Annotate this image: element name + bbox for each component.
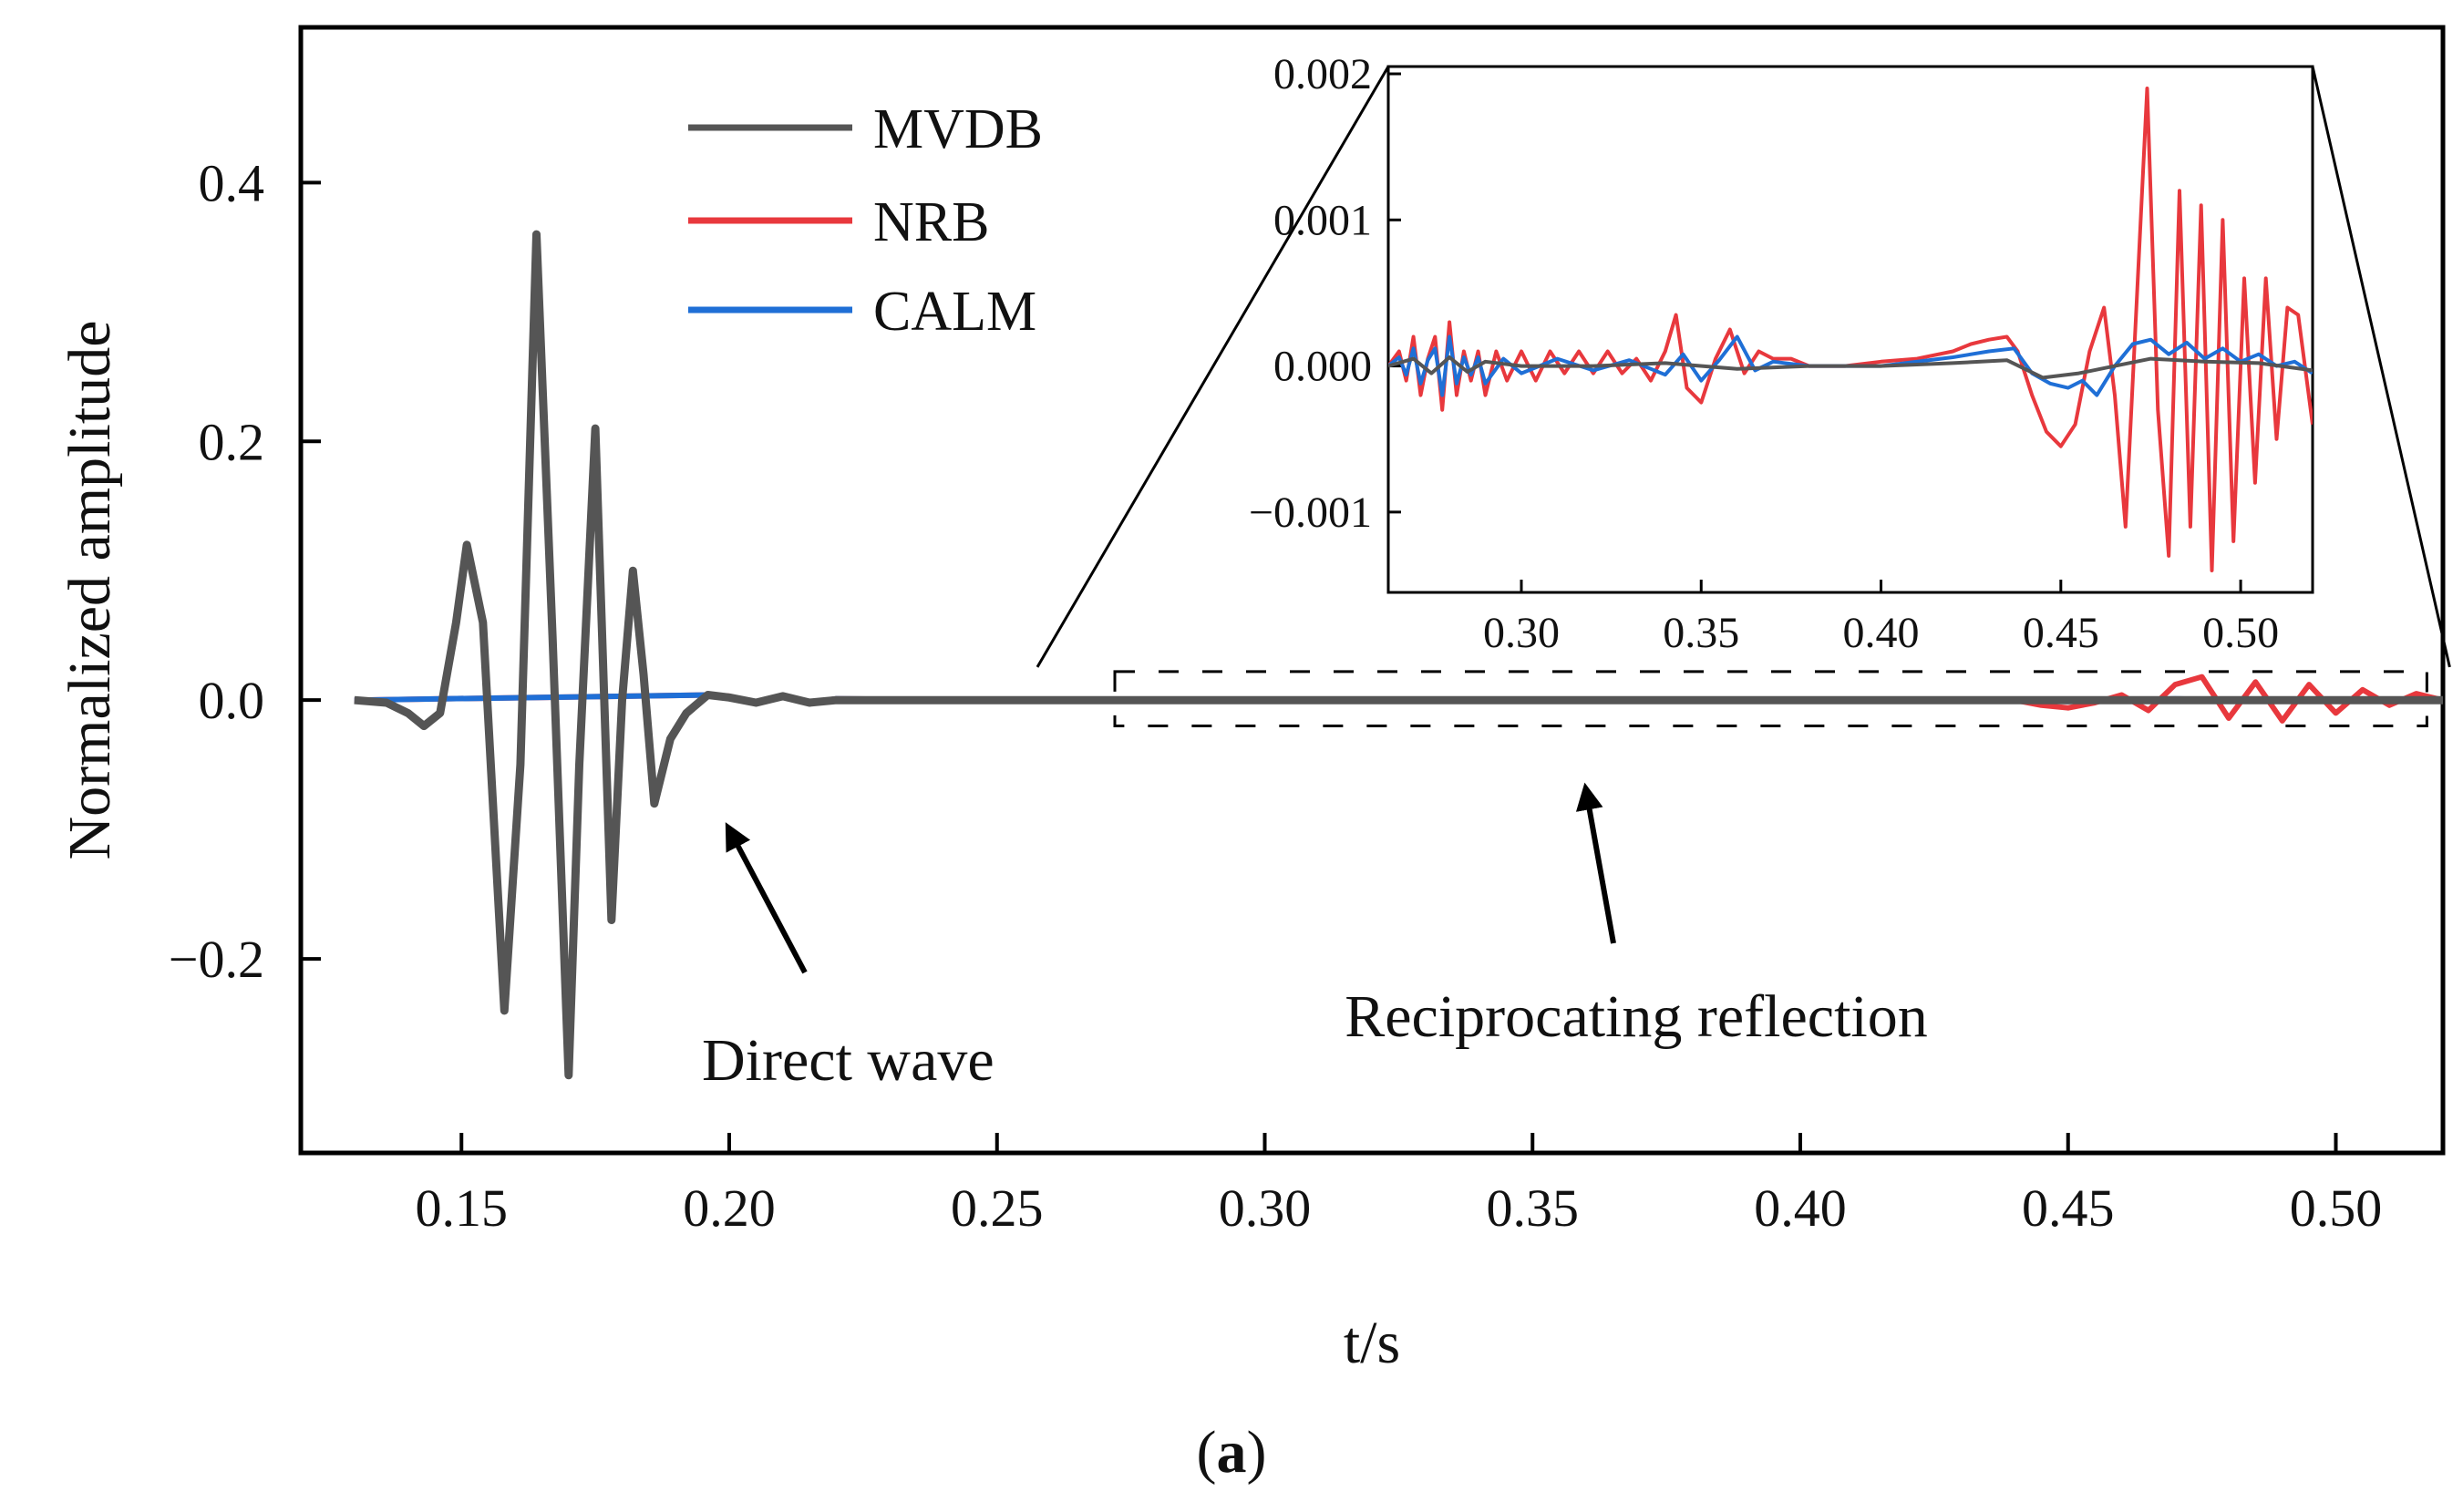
inset-x-tick-label: 0.30 [1483,609,1560,657]
annotation-reciprocating-reflection: Reciprocating reflection [1345,983,1928,1050]
inset-x-tick-label: 0.35 [1663,609,1739,657]
annotation-direct-wave: Direct wave [702,1027,994,1094]
zoom-connector-right [2311,66,2451,668]
y-tick-label: 0.2 [199,412,265,471]
inset-y-tick-label: 0.000 [1273,343,1372,391]
inset-series-line-mvdb [1388,355,2313,380]
annotations: Direct wave Reciprocating reflection [702,782,1928,1094]
inset-y-tick-label: 0.001 [1273,196,1372,244]
x-tick-label: 0.45 [2022,1178,2115,1238]
y-axis-title: Normalized amplitude [57,321,123,860]
x-tick-label: 0.35 [1487,1178,1580,1238]
main-plot: 0.15 0.20 0.25 0.30 0.35 0.40 0.45 0.50−0.20.00… [57,25,2446,1376]
inset-series-line-calm [1388,334,2313,397]
x-axis-title: t/s [1344,1310,1400,1376]
y-tick-label: −0.2 [169,930,264,989]
inset-x-tick-label: 0.45 [2023,609,2099,657]
annotation-arrow-reciprocating-reflection [1575,782,1616,944]
panel-label-letter: a [1217,1419,1247,1486]
inset-y-tick-label: 0.002 [1273,50,1372,98]
main-plot-frame [298,25,2446,1156]
legend-label-mvdb: MVDB [873,98,1043,160]
x-tick-label: 0.40 [1754,1178,1847,1238]
inset-frame [1386,65,2314,594]
legend-label-nrb: NRB [873,191,989,253]
legend: MVDB NRB CALM [688,98,1043,343]
x-tick-label: 0.15 [416,1178,509,1238]
zoom-connector-left [1036,66,1390,668]
zoom-region-box [1113,670,2428,728]
x-tick-label: 0.50 [2290,1178,2383,1238]
x-tick-label: 0.30 [1219,1178,1312,1238]
x-tick-label: 0.20 [683,1178,776,1238]
x-tick-label: 0.25 [951,1178,1044,1238]
inset-plot: 0.30 0.35 0.40 0.45 0.50 −0.001 0.000 0.001 0.00… [1036,50,2451,668]
panel-label: (a) [1197,1419,1267,1486]
panel-label-open: ( [1197,1419,1217,1486]
y-tick-label: 0.4 [199,153,265,212]
panel-label-close: ) [1247,1419,1267,1486]
inset-y-tick-label: −0.001 [1249,489,1372,537]
annotation-arrow-direct-wave [725,822,808,974]
legend-label-calm: CALM [873,281,1036,343]
series-line-mvdb [354,230,2443,1080]
y-tick-label: 0.0 [199,671,265,730]
inset-x-tick-label: 0.40 [1843,609,1920,657]
inset-x-tick-label: 0.50 [2202,609,2279,657]
